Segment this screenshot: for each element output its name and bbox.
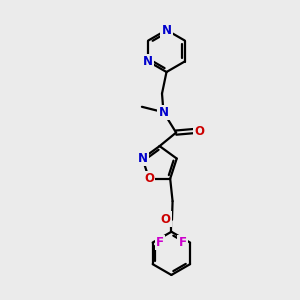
Text: F: F — [178, 236, 187, 249]
Text: N: N — [161, 23, 172, 37]
Text: F: F — [156, 236, 164, 249]
Text: O: O — [144, 172, 154, 185]
Text: N: N — [143, 55, 153, 68]
Text: O: O — [160, 213, 170, 226]
Text: O: O — [194, 124, 204, 138]
Text: N: N — [158, 106, 169, 119]
Text: N: N — [137, 152, 148, 165]
